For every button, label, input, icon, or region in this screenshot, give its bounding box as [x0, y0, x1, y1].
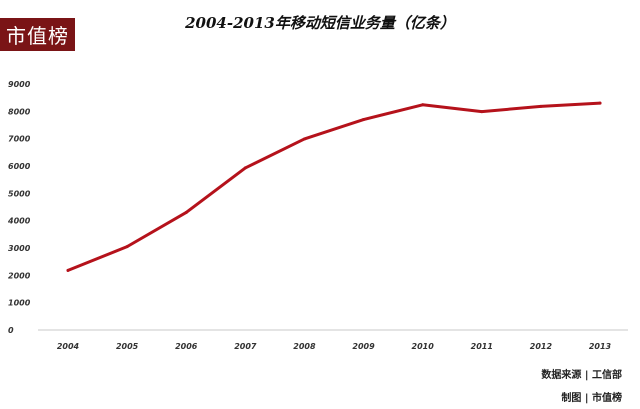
data-point — [66, 268, 70, 272]
x-tick-label: 2013 — [589, 342, 612, 351]
data-point — [125, 245, 129, 249]
brand-logo: 市值榜 — [0, 18, 75, 51]
y-tick-label: 2000 — [8, 271, 31, 280]
x-tick-label: 2010 — [412, 342, 435, 351]
chart-title: 2004-2013年移动短信业务量（亿条） — [185, 14, 455, 32]
data-point — [480, 110, 484, 114]
x-tick-label: 2008 — [293, 342, 316, 351]
chart-credit: 制图 | 市值榜 — [561, 393, 622, 404]
y-tick-label: 9000 — [8, 80, 31, 89]
y-tick-label: 8000 — [8, 107, 31, 116]
y-tick-label: 7000 — [8, 135, 31, 144]
x-tick-labels: 2004 2005 2006 2007 2008 2009 2010 2011 2012 2013 — [57, 342, 612, 351]
x-tick-label: 2009 — [352, 342, 375, 351]
data-point — [243, 166, 247, 170]
series-group — [66, 101, 602, 272]
data-point — [302, 137, 306, 141]
data-source: 数据来源 | 工信部 — [541, 370, 622, 381]
data-point — [184, 210, 188, 214]
y-tick-labels: 0 1000 2000 3000 4000 5000 6000 7000 8000 9000 — [7, 80, 31, 335]
y-tick-label: 4000 — [7, 217, 31, 226]
x-tick-label: 2012 — [530, 342, 553, 351]
y-tick-label: 5000 — [8, 189, 31, 198]
x-tick-label: 2006 — [175, 342, 198, 351]
data-point — [421, 103, 425, 107]
x-tick-label: 2005 — [116, 342, 139, 351]
x-tick-label: 2007 — [234, 342, 257, 351]
data-point — [539, 104, 543, 108]
data-point — [598, 101, 602, 105]
y-tick-label: 6000 — [8, 162, 31, 171]
x-tick-label: 2004 — [57, 342, 80, 351]
y-tick-label: 1000 — [8, 299, 31, 308]
data-point — [362, 118, 366, 122]
series-line — [66, 101, 602, 272]
y-tick-label: 3000 — [8, 244, 31, 253]
x-tick-label: 2011 — [471, 342, 493, 351]
y-tick-label: 0 — [8, 326, 14, 335]
